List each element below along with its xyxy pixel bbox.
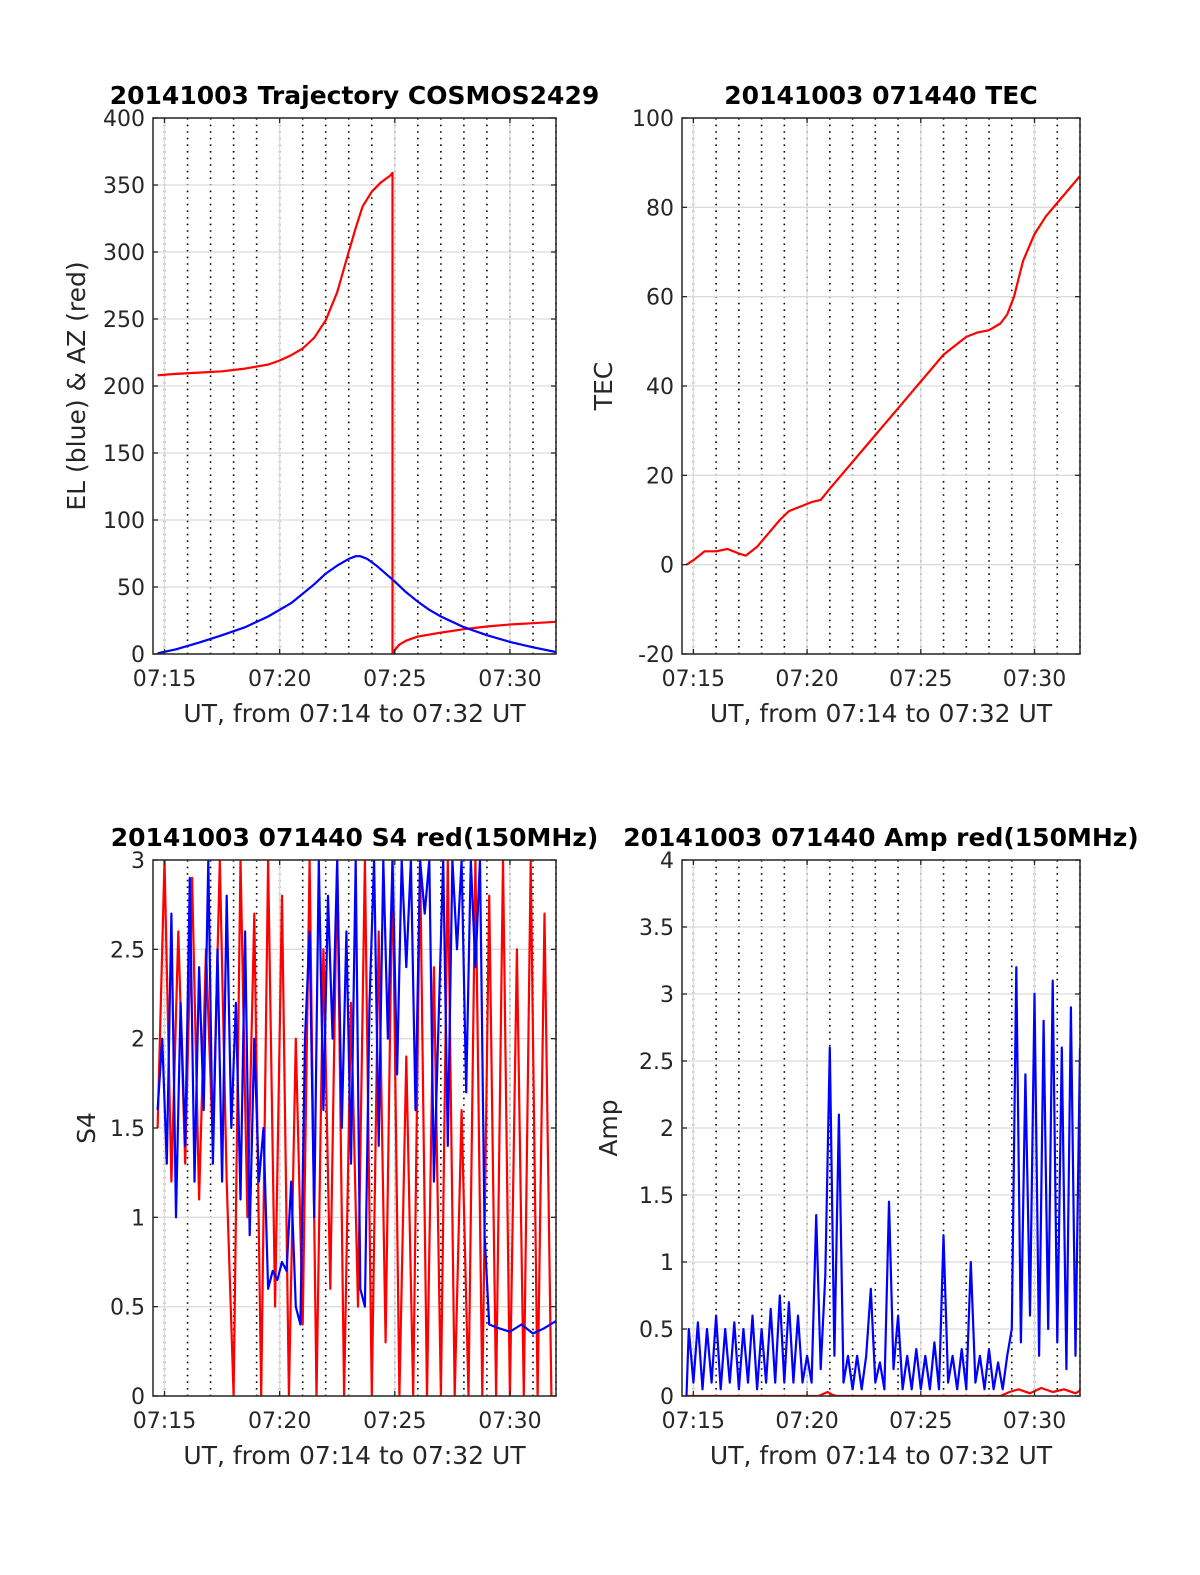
x-tick-label: 07:25 bbox=[363, 667, 426, 692]
x-tick-label: 07:20 bbox=[775, 1409, 838, 1434]
series-line-2 bbox=[156, 860, 556, 1335]
y-tick-label: 0 bbox=[131, 643, 145, 668]
chart-panel-2: 07:15 07:20 07:25 07:30 -20 0 20 40 60 80 100 20141… bbox=[589, 81, 1081, 728]
y-tick-label: 1 bbox=[131, 1206, 145, 1231]
y-tick-label: 40 bbox=[646, 375, 674, 400]
x-axis-label: UT, from 07:14 to 07:32 UT bbox=[710, 1441, 1053, 1470]
series-line-2 bbox=[685, 966, 1080, 1396]
chart-title: 20141003 Trajectory COSMOS2429 bbox=[110, 81, 600, 110]
x-tick-label: 07:15 bbox=[133, 667, 196, 692]
y-tick-label: -20 bbox=[638, 643, 674, 668]
x-tick-label: 07:30 bbox=[478, 667, 541, 692]
chart-title: 20141003 071440 TEC bbox=[724, 81, 1037, 110]
y-tick-label: 3 bbox=[660, 983, 674, 1008]
series-line-2 bbox=[157, 555, 556, 654]
y-tick-label: 1 bbox=[660, 1251, 674, 1276]
y-tick-label: 0.5 bbox=[110, 1296, 145, 1321]
x-tick-label: 07:30 bbox=[478, 1409, 541, 1434]
x-tick-label: 07:20 bbox=[775, 667, 838, 692]
y-tick-label: 2.5 bbox=[639, 1050, 674, 1075]
y-tick-label: 80 bbox=[646, 196, 674, 221]
x-axis-label: UT, from 07:14 to 07:32 UT bbox=[710, 699, 1053, 728]
y-tick-label: 400 bbox=[103, 107, 145, 132]
y-tick-label: 4 bbox=[660, 849, 674, 874]
y-axis-label: Amp bbox=[594, 1099, 623, 1156]
y-tick-label: 150 bbox=[103, 442, 145, 467]
x-axis-label: UT, from 07:14 to 07:32 UT bbox=[183, 699, 526, 728]
y-tick-label: 300 bbox=[103, 241, 145, 266]
y-tick-label: 0 bbox=[131, 1385, 145, 1410]
chart-panel-1: 07:15 07:20 07:25 07:30 0 50 100 150 200 250 300 35… bbox=[62, 81, 599, 728]
chart-title: 20141003 071440 Amp red(150MHz) bbox=[623, 823, 1139, 852]
x-tick-label: 07:15 bbox=[133, 1409, 196, 1434]
y-tick-label: 0 bbox=[660, 554, 674, 579]
series-line-1 bbox=[156, 860, 553, 1396]
series-line-1 bbox=[685, 175, 1080, 566]
y-tick-label: 60 bbox=[646, 286, 674, 311]
y-tick-label: 2.5 bbox=[110, 938, 145, 963]
y-tick-label: 1.5 bbox=[110, 1117, 145, 1142]
x-axis-label: UT, from 07:14 to 07:32 UT bbox=[183, 1441, 526, 1470]
y-tick-label: 200 bbox=[103, 375, 145, 400]
y-tick-label: 20 bbox=[646, 464, 674, 489]
y-tick-label: 350 bbox=[103, 174, 145, 199]
chart-panel-4: 07:15 07:20 07:25 07:30 0 0.5 1 1.5 2 2.5 3 3.5 4201… bbox=[594, 823, 1139, 1470]
y-axis-label: S4 bbox=[72, 1112, 101, 1144]
series-line-1 bbox=[157, 171, 556, 654]
x-tick-label: 07:20 bbox=[248, 1409, 311, 1434]
chart-panel-3: 07:15 07:20 07:25 07:30 0 0.5 1 1.5 2 2.5 32014100… bbox=[72, 823, 598, 1470]
x-tick-label: 07:15 bbox=[662, 1409, 725, 1434]
x-tick-label: 07:25 bbox=[889, 667, 952, 692]
x-tick-label: 07:30 bbox=[1003, 667, 1066, 692]
y-axis-label: EL (blue) & AZ (red) bbox=[62, 261, 91, 510]
y-tick-label: 50 bbox=[117, 576, 145, 601]
x-tick-label: 07:30 bbox=[1003, 1409, 1066, 1434]
chart-title: 20141003 071440 S4 red(150MHz) bbox=[111, 823, 599, 852]
x-tick-label: 07:25 bbox=[889, 1409, 952, 1434]
series-line-1 bbox=[686, 1386, 1080, 1396]
y-tick-label: 0.5 bbox=[639, 1318, 674, 1343]
y-tick-label: 2 bbox=[660, 1117, 674, 1142]
x-tick-label: 07:20 bbox=[248, 667, 311, 692]
y-tick-label: 100 bbox=[103, 509, 145, 534]
y-tick-label: 0 bbox=[660, 1385, 674, 1410]
y-tick-label: 100 bbox=[632, 107, 674, 132]
x-tick-label: 07:25 bbox=[363, 1409, 426, 1434]
y-tick-label: 250 bbox=[103, 308, 145, 333]
y-tick-label: 2 bbox=[131, 1028, 145, 1053]
x-tick-label: 07:15 bbox=[662, 667, 725, 692]
y-tick-label: 3 bbox=[131, 849, 145, 874]
y-tick-label: 1.5 bbox=[639, 1184, 674, 1209]
y-axis-label: TEC bbox=[589, 362, 618, 412]
y-tick-label: 3.5 bbox=[639, 916, 674, 941]
